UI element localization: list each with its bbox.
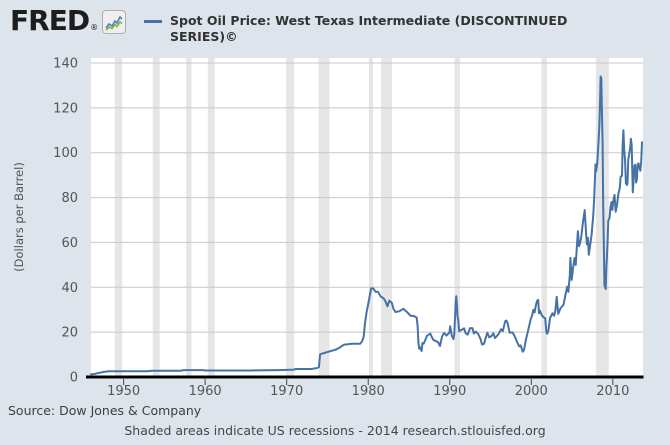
fred-logo-text: FRED	[10, 4, 90, 37]
y-axis-title: (Dollars per Barrel)	[12, 162, 26, 272]
plot-area	[91, 58, 643, 377]
x-tick-label: 1960	[189, 384, 222, 399]
x-tick-label: 1970	[270, 384, 303, 399]
recession-band	[186, 58, 192, 377]
recession-band	[541, 58, 547, 377]
legend-line-swatch	[144, 20, 162, 23]
x-tick-label: 2000	[515, 384, 548, 399]
y-tick-label: 80	[61, 191, 78, 206]
oil-price-chart: (Dollars per Barrel) 0 20 40 60 80 100 120 140 1…	[12, 57, 644, 399]
y-tick-label: 40	[61, 281, 78, 296]
x-tick-label: 1950	[107, 384, 140, 399]
y-tick-label: 0	[70, 371, 78, 386]
legend-series-label: Spot Oil Price: West Texas Intermediate …	[170, 13, 568, 44]
recession-band	[286, 58, 295, 377]
recession-band	[152, 58, 160, 377]
recession-band	[114, 58, 123, 377]
x-tick-label: 1990	[433, 384, 466, 399]
recession-band	[381, 58, 393, 377]
recession-band	[207, 58, 215, 377]
fred-logo[interactable]: FRED ®	[10, 4, 127, 37]
sparkline-icon	[102, 10, 127, 34]
y-tick-label: 60	[61, 236, 78, 251]
y-tick-label: 120	[53, 101, 78, 116]
x-tick-label: 1980	[352, 384, 385, 399]
chart-legend: Spot Oil Price: West Texas Intermediate …	[144, 13, 620, 45]
y-tick-label: 20	[61, 326, 78, 341]
y-tick-label: 100	[53, 146, 78, 161]
recession-note: Shaded areas indicate US recessions - 20…	[124, 423, 546, 438]
price-line	[90, 75, 643, 376]
registered-mark: ®	[90, 23, 99, 32]
recession-band	[368, 58, 373, 377]
y-tick-label: 140	[53, 57, 78, 72]
source-note: Source: Dow Jones & Company	[8, 403, 202, 418]
recession-band	[454, 58, 460, 377]
x-tick-label: 2010	[596, 384, 629, 399]
recession-band	[318, 58, 330, 377]
